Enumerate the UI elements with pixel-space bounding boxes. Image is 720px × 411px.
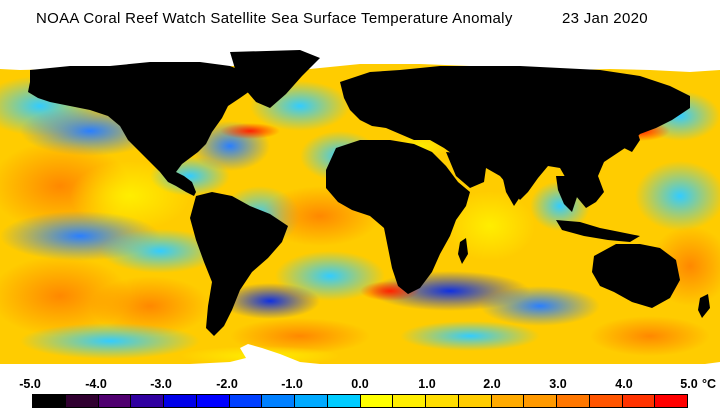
australia bbox=[592, 244, 680, 308]
colorbar bbox=[32, 394, 688, 408]
north-america bbox=[28, 62, 255, 196]
colorbar-swatch bbox=[360, 395, 394, 407]
british-isles bbox=[362, 96, 374, 114]
arabia bbox=[446, 152, 486, 188]
indonesia bbox=[556, 220, 640, 242]
colorbar-swatch bbox=[98, 395, 132, 407]
colorbar-tick: -1.0 bbox=[281, 377, 303, 391]
colorbar-unit: °C bbox=[702, 377, 717, 391]
south-america bbox=[190, 192, 288, 336]
colorbar-tick: 0.0 bbox=[351, 377, 369, 391]
colorbar-swatch bbox=[491, 395, 525, 407]
india bbox=[500, 164, 530, 206]
colorbar-tick: -3.0 bbox=[150, 377, 172, 391]
southeast-asia bbox=[556, 176, 578, 212]
colorbar-tick: -4.0 bbox=[85, 377, 107, 391]
africa bbox=[326, 140, 470, 294]
map-title: NOAA Coral Reef Watch Satellite Sea Surf… bbox=[0, 10, 720, 30]
colorbar-swatch bbox=[65, 395, 99, 407]
colorbar-swatch bbox=[327, 395, 361, 407]
colorbar-swatch bbox=[524, 395, 557, 407]
colorbar-swatch bbox=[33, 395, 66, 407]
anomaly-field bbox=[0, 76, 720, 366]
colorbar-swatch bbox=[622, 395, 656, 407]
japan bbox=[624, 128, 640, 152]
colorbar-swatch bbox=[164, 395, 197, 407]
colorbar-tick: 5.0 bbox=[680, 377, 698, 391]
colorbar-tick: -5.0 bbox=[19, 377, 41, 391]
colorbar-swatch bbox=[655, 395, 687, 407]
new-zealand bbox=[698, 294, 710, 318]
colorbar-swatch bbox=[262, 395, 295, 407]
colorbar-swatch bbox=[426, 395, 459, 407]
colorbar-swatch bbox=[131, 395, 164, 407]
colorbar-tick: 4.0 bbox=[615, 377, 633, 391]
colorbar-swatch bbox=[196, 395, 230, 407]
madagascar bbox=[458, 238, 468, 264]
colorbar-tick: 1.0 bbox=[418, 377, 436, 391]
colorbar-swatch bbox=[229, 395, 263, 407]
colorbar-tick: 2.0 bbox=[483, 377, 501, 391]
colorbar-swatch bbox=[295, 395, 328, 407]
colorbar-tick: 3.0 bbox=[549, 377, 567, 391]
colorbar-swatch bbox=[458, 395, 492, 407]
colorbar-swatch bbox=[589, 395, 623, 407]
colorbar-tick: -2.0 bbox=[216, 377, 238, 391]
sst-anomaly-map bbox=[0, 36, 720, 370]
antarctic-ice bbox=[0, 344, 720, 370]
greenland bbox=[230, 50, 320, 108]
scandinavia bbox=[380, 72, 410, 108]
colorbar-swatch bbox=[557, 395, 590, 407]
colorbar-swatch bbox=[393, 395, 426, 407]
title-date: 23 Jan 2020 bbox=[562, 10, 648, 27]
title-text: NOAA Coral Reef Watch Satellite Sea Surf… bbox=[36, 10, 513, 27]
land bbox=[28, 50, 710, 336]
eurasia bbox=[340, 66, 690, 208]
colorbar-labels: -5.0 -4.0 -3.0 -2.0 -1.0 0.0 1.0 2.0 3.0… bbox=[0, 377, 720, 393]
